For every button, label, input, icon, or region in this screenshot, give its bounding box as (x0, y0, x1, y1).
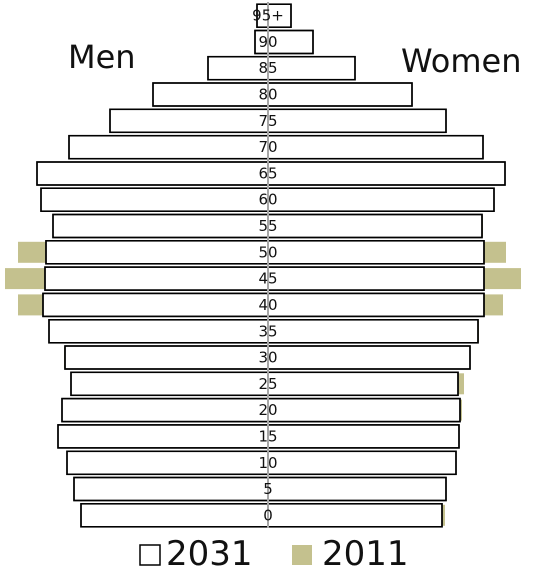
bar-2031-women-40 (267, 292, 485, 318)
bar-2031-women-75 (267, 108, 447, 134)
bar-2031-women-5 (267, 476, 447, 502)
age-label-75: 75 (258, 112, 277, 130)
bar-2031-women-35 (267, 319, 479, 344)
age-label-55: 55 (258, 217, 277, 235)
bar-2031-women-50 (267, 240, 485, 265)
age-label-30: 30 (258, 349, 277, 367)
bar-2031-men-65 (36, 161, 269, 186)
bar-2031-women-20 (267, 397, 461, 423)
bar-2031-men-15 (57, 424, 269, 449)
bar-2031-men-50 (45, 240, 269, 265)
age-label-85: 85 (258, 59, 277, 77)
bar-2031-women-55 (267, 213, 483, 239)
bar-2031-men-30 (64, 345, 269, 370)
age-label-65: 65 (258, 165, 277, 183)
bar-2031-women-70 (267, 134, 484, 160)
bar-2031-men-25 (70, 371, 269, 397)
bar-2031-women-25 (267, 371, 459, 397)
legend-label-2011: 2011 (322, 534, 409, 571)
age-label-70: 70 (258, 138, 277, 156)
age-labels: 0 5 10 15 20 25 30 35 40 45 50 55 60 65 70 75 80 85 90 95+ (252, 7, 284, 525)
bar-2031-men-45 (44, 266, 269, 291)
age-label-40: 40 (258, 296, 277, 314)
women-label: Women (401, 42, 521, 80)
bar-2031-men-0 (80, 503, 269, 528)
bar-2031-men-20 (61, 397, 269, 423)
bar-2031-men-75 (109, 108, 269, 134)
age-label-10: 10 (258, 454, 277, 472)
age-label-35: 35 (258, 322, 277, 340)
age-label-45: 45 (258, 270, 277, 288)
age-label-95-plus: 95+ (252, 7, 284, 25)
legend: 2031 2011 (139, 534, 409, 571)
bar-2031-women-80 (267, 82, 413, 107)
bar-2031-men-5 (73, 476, 269, 502)
bar-2031-men-40 (42, 292, 269, 318)
bar-2031-women-0 (267, 503, 443, 528)
bar-2031-women-85 (267, 55, 356, 81)
legend-label-2031: 2031 (166, 534, 253, 571)
bar-2031-men-80 (152, 82, 269, 107)
age-label-60: 60 (258, 191, 277, 209)
age-label-0: 0 (263, 506, 273, 524)
bar-2031-women-45 (267, 266, 485, 291)
age-label-90: 90 (258, 33, 277, 51)
men-label: Men (68, 38, 136, 76)
age-label-5: 5 (263, 480, 273, 498)
bar-2031-women-15 (267, 424, 460, 449)
bar-2031-men-10 (66, 450, 269, 476)
bar-2031-women-65 (267, 161, 506, 186)
legend-swatch-2031 (139, 544, 161, 566)
bar-2031-women-10 (267, 450, 457, 476)
age-label-15: 15 (258, 427, 277, 445)
bar-2031-men-60 (40, 187, 269, 212)
bar-2031-men-55 (52, 213, 269, 239)
age-label-80: 80 (258, 86, 277, 104)
bar-2031-men-35 (48, 319, 269, 344)
bar-2031-women-30 (267, 345, 471, 370)
bar-2031-women-60 (267, 187, 495, 212)
bar-2031-men-70 (68, 134, 269, 160)
age-label-25: 25 (258, 375, 277, 393)
legend-swatch-2011 (292, 545, 312, 565)
age-label-50: 50 (258, 243, 277, 261)
age-label-20: 20 (258, 401, 277, 419)
